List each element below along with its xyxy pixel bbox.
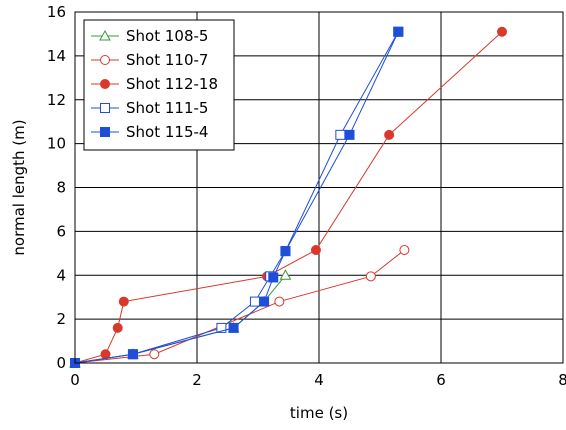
legend-marker [100,103,110,113]
legend-marker [100,127,110,137]
legend-item: Shot 112-18 [91,75,218,93]
data-point-shot-110-7 [274,296,285,307]
y-tick-label: 0 [56,354,66,372]
legend-item: Shot 110-7 [91,51,208,69]
legend-item: Shot 115-4 [91,123,208,141]
data-point-shot-115-4 [344,129,355,140]
series-layer [69,26,507,368]
legend-label: Shot 110-7 [126,51,208,69]
series-line-shot-115-4 [74,31,399,364]
data-point-shot-111-5 [249,296,260,307]
series-shot-115-4 [70,26,404,368]
data-point-shot-112-18 [118,296,129,307]
legend-item: Shot 108-5 [91,27,208,45]
data-point-shot-115-4 [268,272,279,283]
x-tick-label: 8 [558,371,566,389]
y-tick-label: 12 [47,91,66,109]
tick-labels: 0 2 4 6 8 0 2 4 6 8 10 12 14 16 [47,3,566,389]
y-tick-label: 4 [56,266,66,284]
legend-marker [99,29,111,41]
legend-marker [100,55,110,65]
data-point-shot-112-18 [497,26,507,37]
y-tick-label: 8 [56,179,66,197]
legend-marker [100,79,110,89]
data-point-shot-110-7 [365,271,376,282]
data-point-shot-110-7 [399,245,410,256]
data-point-shot-112-18 [112,322,123,333]
y-tick-label: 14 [47,47,66,65]
data-point-shot-112-18 [310,245,321,256]
series-shot-110-7 [70,245,410,368]
x-tick-label: 4 [314,371,324,389]
legend-item: Shot 111-5 [91,99,208,117]
data-point-shot-115-4 [127,349,138,360]
y-tick-label: 2 [56,310,66,328]
x-tick-label: 2 [192,371,202,389]
data-point-shot-108-5 [279,269,292,280]
y-axis-label: normal length (m) [10,119,28,255]
y-tick-label: 6 [56,222,66,240]
legend-label: Shot 111-5 [126,99,208,117]
data-point-shot-115-4 [228,322,239,333]
data-point-shot-112-18 [100,349,111,360]
x-axis-label: time (s) [290,404,348,422]
data-point-shot-111-5 [335,129,346,140]
data-point-shot-115-4 [393,26,404,37]
legend: Shot 108-5 Shot 110-7 Shot 112-18 Shot 111-… [83,19,235,151]
series-line-shot-111-5 [74,31,399,364]
plot-frame [74,11,564,364]
y-tick-label: 10 [47,135,66,153]
data-point-shot-115-4 [259,296,270,307]
data-point-shot-110-7 [149,349,160,360]
legend-label: Shot 112-18 [126,75,218,93]
data-point-shot-112-18 [384,129,395,140]
legend-label: Shot 108-5 [126,27,208,45]
data-point-shot-115-4 [280,246,291,257]
x-tick-label: 6 [436,371,446,389]
x-tick-label: 0 [70,371,80,389]
data-point-shot-111-5 [216,322,227,333]
legend-label: Shot 115-4 [126,123,208,141]
y-tick-label: 16 [47,3,66,21]
